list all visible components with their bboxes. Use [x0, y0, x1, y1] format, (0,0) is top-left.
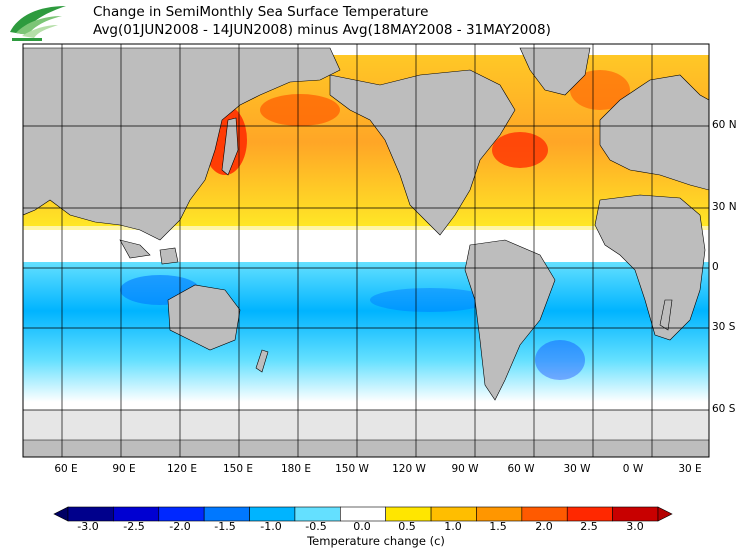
lon-label: 150 W: [335, 463, 369, 475]
lon-label: 120 E: [166, 463, 198, 475]
eurasia-land: [23, 47, 341, 241]
colorbar-cell: [340, 506, 386, 522]
lon-label: 60 W: [507, 463, 535, 475]
colorbar-tick-label: -2.5: [123, 520, 145, 533]
greenland-land: [519, 47, 591, 96]
colorbar-high-arrow: [657, 506, 673, 522]
lon-label: 150 E: [222, 463, 254, 475]
colorbar-tick-label: 0.5: [398, 520, 416, 533]
lon-label: 0 W: [622, 463, 644, 475]
europe-land: [599, 74, 709, 191]
logo-icon: [10, 6, 66, 41]
colorbar-cell: [294, 506, 341, 522]
chart-title: Change in SemiMonthly Sea Surface Temper…: [93, 4, 429, 20]
north-america-land: [329, 69, 516, 236]
colorbar-cell: [203, 506, 250, 522]
colorbar-tick-label: 0.0: [353, 520, 371, 533]
colorbar-tick-label: -3.0: [77, 520, 99, 533]
map-gridlines: [23, 44, 709, 457]
colorbar-cell: [476, 506, 523, 522]
lon-label: 60 E: [54, 463, 78, 475]
colorbar-tick-label: -2.0: [169, 520, 191, 533]
colorbar-tick-label: 2.0: [535, 520, 553, 533]
colorbar-cell: [566, 506, 613, 522]
lat-label: 60 N: [712, 119, 737, 131]
colorbar-title: Temperature change (c): [307, 534, 445, 548]
colorbar-cell: [113, 506, 160, 522]
lat-label: 60 S: [712, 403, 736, 415]
colorbar-cell: [67, 506, 114, 522]
colorbar-cell: [521, 506, 568, 522]
colorbar-low-arrow: [53, 506, 69, 522]
colorbar-tick-label: -1.5: [214, 520, 236, 533]
colorbar-tick-label: 2.5: [580, 520, 598, 533]
lon-label: 120 W: [392, 463, 426, 475]
colorbar-cell: [385, 506, 432, 522]
lat-label: 0: [712, 261, 719, 273]
colorbar-tick-label: 1.5: [489, 520, 507, 533]
africa-land: [594, 194, 706, 341]
chart-subtitle: Avg(01JUN2008 - 14JUN2008) minus Avg(18M…: [93, 22, 551, 38]
colorbar-cell: [430, 506, 477, 522]
colorbar-tick-label: -1.0: [260, 520, 282, 533]
land-masses: [23, 47, 709, 457]
lon-label: 180 E: [280, 463, 312, 475]
colorbar-tick-label: 1.0: [444, 520, 462, 533]
colorbar-cell: [612, 506, 659, 522]
colorbar-tick-label: -0.5: [305, 520, 327, 533]
colorbar-cells: [67, 506, 659, 522]
colorbar-tick-label: 3.0: [626, 520, 644, 533]
map-frame: [22, 43, 710, 458]
colorbar-cell: [249, 506, 296, 522]
lat-label: 30 S: [712, 321, 736, 333]
lat-label: 30 N: [712, 201, 737, 213]
colorbar-cell: [158, 506, 205, 522]
lon-label: 30 E: [678, 463, 702, 475]
lon-label: 30 W: [563, 463, 591, 475]
australia-land: [167, 284, 241, 351]
lon-label: 90 W: [451, 463, 479, 475]
lon-label: 90 E: [112, 463, 136, 475]
